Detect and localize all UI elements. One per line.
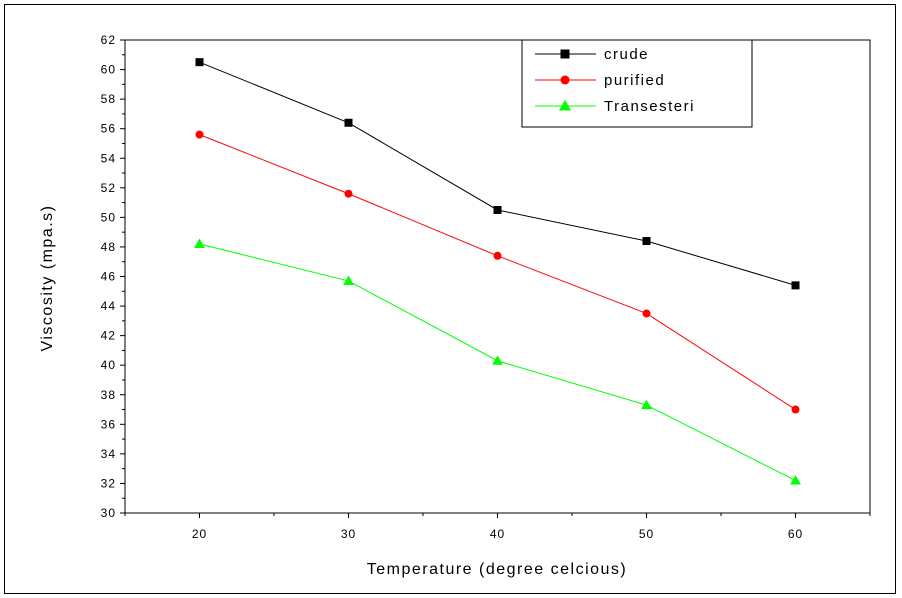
y-tick-label: 48 [101, 240, 116, 254]
data-point [344, 189, 353, 198]
y-tick-label: 32 [101, 476, 116, 490]
data-point [641, 399, 652, 410]
plot-area-border [124, 39, 871, 514]
axes: 30 32 34 36 38 40 42 44 46 48 50 52 54 56 58 60 62 20 30 40… [101, 33, 871, 541]
series-3 [194, 238, 801, 485]
data-point [791, 281, 800, 290]
legend-marker [560, 75, 570, 85]
y-tick-label: 50 [101, 210, 116, 224]
data-point [791, 405, 800, 414]
y-tick-label: 60 [101, 63, 116, 77]
data-point [493, 205, 502, 214]
y-tick-label: 42 [101, 329, 116, 343]
y-tick-label: 44 [101, 299, 116, 313]
legend-entry: purified [535, 72, 665, 89]
data-point [642, 237, 651, 246]
data-point [642, 309, 651, 318]
data-point [194, 238, 205, 249]
y-tick-label: 40 [101, 358, 116, 372]
legend-entry: Transesteri [535, 98, 695, 115]
data-point [492, 355, 503, 365]
series-layer [194, 58, 801, 485]
legend-marker [558, 99, 572, 111]
y-tick-label: 52 [101, 181, 116, 195]
x-axis-title: Temperature (degree celcious) [367, 561, 628, 578]
x-tick-label: 60 [788, 527, 803, 541]
y-tick-label: 38 [101, 388, 116, 402]
y-tick-label: 36 [101, 417, 116, 431]
data-point [343, 275, 354, 285]
legend-label: purified [604, 72, 665, 89]
data-point [195, 58, 204, 67]
x-tick-label: 50 [639, 527, 654, 541]
data-point [790, 475, 801, 485]
legend-label: crude [604, 46, 649, 63]
y-tick-label: 34 [101, 447, 116, 461]
data-point [493, 251, 502, 260]
series-1 [195, 58, 800, 290]
series-line [199, 134, 796, 410]
y-tick-label: 58 [101, 92, 116, 106]
y-tick-label: 62 [101, 33, 116, 47]
legend-marker [560, 49, 570, 59]
legend: crude purified Transesteri [521, 39, 753, 128]
data-point [344, 118, 353, 127]
x-tick-label: 30 [341, 527, 356, 541]
y-axis-title: Viscosity (mpa.s) [39, 204, 56, 351]
data-point [195, 130, 204, 139]
y-tick-label: 56 [101, 122, 116, 136]
legend-entry: crude [535, 46, 649, 63]
x-tick-label: 20 [192, 527, 207, 541]
y-tick-label: 54 [101, 151, 116, 165]
y-tick-label: 30 [101, 506, 116, 520]
series-2 [195, 130, 800, 414]
x-tick-label: 40 [490, 527, 505, 541]
legend-label: Transesteri [604, 98, 695, 115]
y-tick-label: 46 [101, 270, 116, 284]
